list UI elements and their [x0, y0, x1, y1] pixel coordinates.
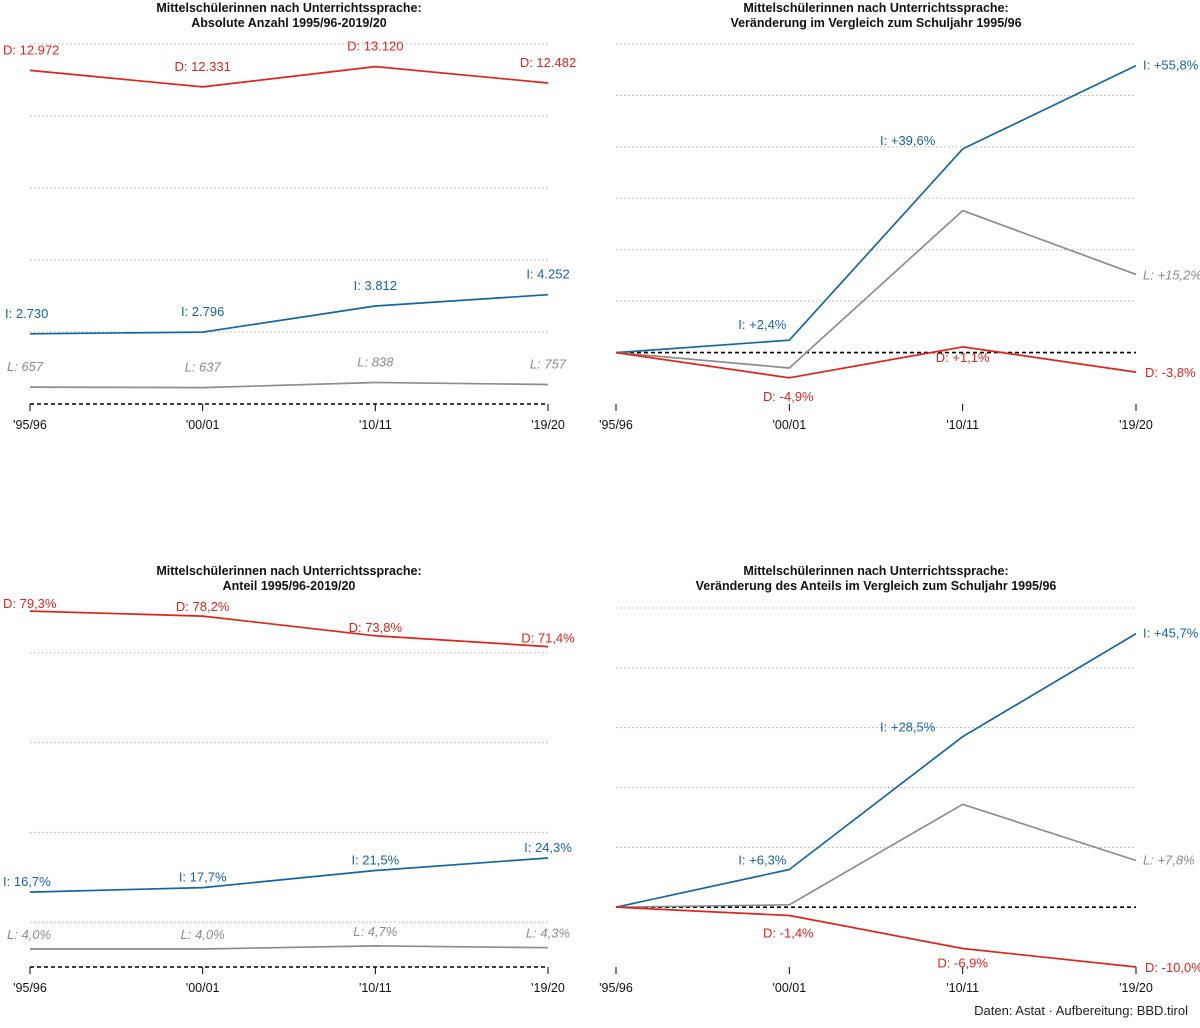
data-label-I: I: 2.796: [181, 304, 224, 319]
data-label-D: D: -1,4%: [763, 926, 814, 941]
data-label-I: I: 21,5%: [351, 853, 399, 868]
data-label-L: L: 4,0%: [181, 927, 225, 942]
data-label-L: L: 4,0%: [7, 927, 51, 942]
x-tick-label: '10/11: [946, 981, 979, 995]
series-line-I: [29, 857, 549, 893]
x-tick-label: '19/20: [1119, 981, 1153, 995]
series-line-L: [615, 209, 1137, 369]
data-label-D: D: 73,8%: [349, 620, 403, 635]
x-tick-label: '00/01: [772, 981, 806, 995]
data-label-L: L: 838: [357, 354, 394, 369]
x-tick-label: '00/01: [186, 981, 220, 995]
data-label-D: D: 12.972: [3, 42, 59, 57]
chart-panel-4: Mittelschülerinnen nach Unterrichtssprac…: [599, 564, 1200, 995]
chart-panel-2: Mittelschülerinnen nach Unterrichtssprac…: [599, 1, 1200, 432]
x-tick-label: '10/11: [946, 418, 979, 432]
data-label-L: L: 757: [530, 357, 567, 372]
series-line-D: [29, 65, 549, 88]
data-label-D: D: 12.482: [520, 55, 576, 70]
data-label-L: L: 657: [7, 359, 44, 374]
chart-subtitle: Veränderung im Vergleich zum Schuljahr 1…: [730, 16, 1021, 30]
x-tick-label: '19/20: [531, 981, 565, 995]
series-line-I: [29, 293, 549, 335]
data-label-L: L: +7,8%: [1143, 852, 1195, 867]
x-tick-label: '95/96: [599, 418, 633, 432]
data-label-L: L: +15,2%: [1143, 267, 1200, 282]
data-label-D: D: 12.331: [174, 59, 230, 74]
data-label-D: D: -3,8%: [1145, 365, 1196, 380]
chart-title: Mittelschülerinnen nach Unterrichtssprac…: [743, 564, 1008, 578]
x-tick-label: '10/11: [359, 981, 392, 995]
data-label-I: I: +2,4%: [738, 317, 786, 332]
series-line-L: [30, 945, 549, 950]
chart-panel-1: Mittelschülerinnen nach Unterrichtssprac…: [3, 1, 576, 432]
data-label-D: D: +1,1%: [936, 350, 990, 365]
data-label-D: D: 79,3%: [3, 596, 57, 611]
data-label-D: D: 71,4%: [521, 631, 575, 646]
series-line-D: [615, 906, 1137, 968]
series-line-D: [29, 610, 549, 648]
data-label-I: I: +45,7%: [1143, 626, 1199, 641]
x-tick-label: '19/20: [531, 418, 565, 432]
chart-subtitle: Anteil 1995/96-2019/20: [223, 579, 356, 593]
data-label-L: L: 4,3%: [526, 926, 570, 941]
data-label-I: I: 4.252: [526, 267, 569, 282]
data-label-L: L: 4,7%: [353, 924, 397, 939]
data-label-D: D: -6,9%: [937, 955, 988, 970]
data-label-L: L: 637: [185, 360, 222, 375]
series-line-D: [615, 346, 1137, 379]
data-label-I: I: 2.730: [5, 306, 48, 321]
data-label-I: I: 17,7%: [179, 870, 227, 885]
series-line-L: [615, 803, 1137, 909]
x-tick-label: '19/20: [1119, 418, 1153, 432]
series-line-I: [615, 64, 1137, 354]
data-label-I: I: 16,7%: [3, 874, 51, 889]
chart-subtitle: Absolute Anzahl 1995/96-2019/20: [191, 16, 387, 30]
data-label-I: I: +28,5%: [880, 720, 936, 735]
chart-title: Mittelschülerinnen nach Unterrichtssprac…: [156, 1, 421, 15]
source-credit: Daten: Astat · Aufbereitung: BBD.tirol: [974, 1003, 1188, 1018]
data-label-I: I: +39,6%: [880, 133, 936, 148]
data-label-D: D: 13.120: [347, 39, 403, 54]
data-label-I: I: 3.812: [354, 278, 397, 293]
chart-title: Mittelschülerinnen nach Unterrichtssprac…: [743, 1, 1008, 15]
series-line-I: [615, 632, 1137, 909]
data-label-D: D: 78,2%: [176, 599, 230, 614]
chart-panel-3: Mittelschülerinnen nach Unterrichtssprac…: [3, 564, 575, 995]
data-label-D: D: -4,9%: [763, 389, 814, 404]
x-tick-label: '95/96: [599, 981, 633, 995]
data-label-I: I: +55,8%: [1143, 58, 1199, 73]
x-tick-label: '95/96: [13, 418, 47, 432]
data-label-I: I: +6,3%: [738, 852, 786, 867]
x-tick-label: '10/11: [359, 418, 392, 432]
series-line-L: [29, 381, 549, 389]
x-tick-label: '00/01: [186, 418, 220, 432]
chart-subtitle: Veränderung des Anteils im Vergleich zum…: [696, 579, 1057, 593]
x-tick-label: '95/96: [13, 981, 47, 995]
chart-title: Mittelschülerinnen nach Unterrichtssprac…: [156, 564, 421, 578]
data-label-D: D: -10,0%: [1145, 960, 1200, 975]
data-label-I: I: 24,3%: [524, 840, 572, 855]
x-tick-label: '00/01: [772, 418, 806, 432]
